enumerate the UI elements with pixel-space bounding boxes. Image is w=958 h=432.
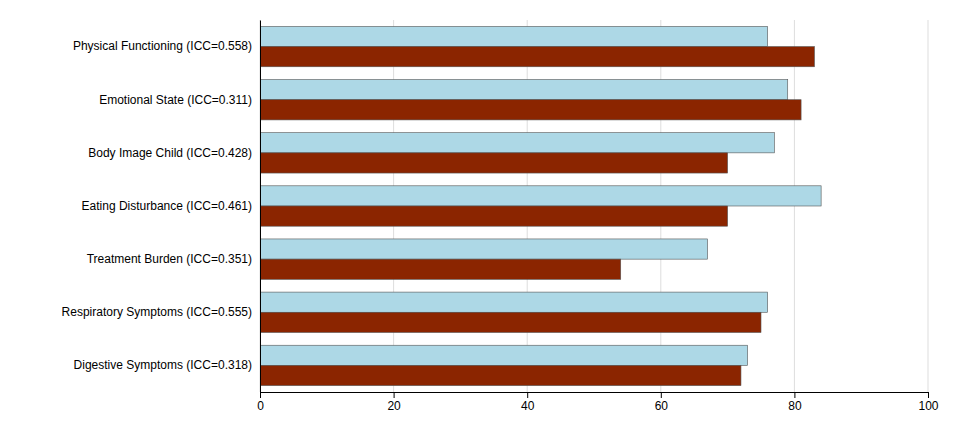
tick-label: Digestive Symptoms (ICC=0.318) — [74, 358, 252, 372]
bar — [260, 100, 801, 120]
tick-mark — [394, 392, 395, 398]
x-axis: 0 20 40 60 80 100 — [257, 392, 939, 413]
tick-label: Respiratory Symptoms (ICC=0.555) — [62, 305, 252, 319]
tick-label: 0 — [257, 399, 264, 413]
tick: Eating Disturbance (ICC=0.461) — [82, 199, 252, 213]
bar — [260, 47, 814, 67]
chart: 0 20 40 60 80 100 Physical Functioning (ICC=0.… — [0, 0, 958, 432]
bar — [260, 239, 708, 259]
tick-mark — [928, 392, 929, 398]
tick-label: 40 — [521, 399, 535, 413]
bars — [260, 26, 821, 385]
tick: 40 — [521, 392, 535, 413]
tick: 0 — [257, 392, 264, 413]
tick: 20 — [387, 392, 401, 413]
tick-label: Physical Functioning (ICC=0.558) — [73, 39, 252, 53]
tick-label: 60 — [655, 399, 669, 413]
tick: 100 — [918, 392, 938, 413]
tick: Physical Functioning (ICC=0.558) — [73, 39, 252, 53]
tick-mark — [527, 392, 528, 398]
axis-line — [260, 21, 261, 393]
bar — [260, 365, 741, 385]
tick: Emotional State (ICC=0.311) — [99, 93, 252, 107]
bar — [260, 80, 788, 100]
tick: Body Image Child (ICC=0.428) — [88, 146, 252, 160]
tick-label: Treatment Burden (ICC=0.351) — [87, 252, 252, 266]
series — [260, 26, 821, 365]
plot: 0 20 40 60 80 100 Physical Functioning (ICC=0.… — [62, 20, 939, 413]
bar — [260, 259, 621, 279]
series — [260, 47, 814, 386]
tick-label: Emotional State (ICC=0.311) — [99, 93, 252, 107]
axis-line — [261, 393, 929, 399]
tick-label: 20 — [387, 399, 401, 413]
bar — [260, 292, 768, 312]
y-axis: Physical Functioning (ICC=0.558) Emotiona… — [62, 21, 261, 393]
bar — [260, 206, 728, 226]
tick: Respiratory Symptoms (ICC=0.555) — [62, 305, 252, 319]
tick-mark — [661, 392, 662, 398]
bar — [260, 345, 748, 365]
grid — [260, 20, 928, 392]
bar — [260, 133, 774, 153]
bar — [260, 186, 821, 206]
bar — [260, 26, 768, 46]
tick: Digestive Symptoms (ICC=0.318) — [74, 358, 252, 372]
grid-line — [260, 20, 261, 392]
tick-mark — [794, 392, 795, 398]
tick-label: Body Image Child (ICC=0.428) — [88, 146, 252, 160]
tick-label: 100 — [918, 399, 938, 413]
bar — [260, 312, 761, 332]
tick: 60 — [655, 392, 669, 413]
tick-mark — [260, 392, 261, 398]
tick-label: Eating Disturbance (ICC=0.461) — [82, 199, 252, 213]
tick: Treatment Burden (ICC=0.351) — [87, 252, 252, 266]
tick-label: 80 — [788, 399, 802, 413]
bar — [260, 153, 728, 173]
grid-line — [928, 20, 929, 392]
tick: 80 — [788, 392, 802, 413]
